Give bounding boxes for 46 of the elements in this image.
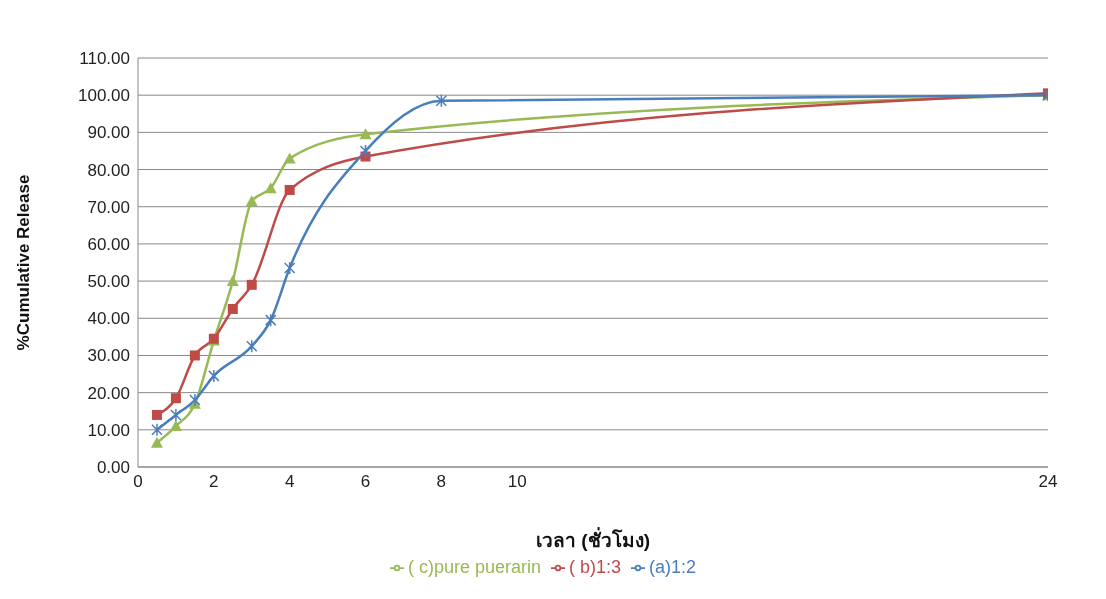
point bbox=[284, 185, 295, 195]
point bbox=[169, 420, 182, 432]
point bbox=[151, 423, 163, 437]
y-tick-label: 70.00 bbox=[87, 197, 130, 217]
point bbox=[189, 393, 201, 407]
y-tick-label: 100.00 bbox=[78, 86, 130, 106]
x-tick-label: 0 bbox=[133, 472, 143, 492]
point bbox=[246, 279, 257, 290]
point bbox=[435, 94, 448, 108]
y-axis-title: %Cumulative Release bbox=[14, 174, 34, 351]
point bbox=[151, 409, 162, 420]
y-tick-label: 40.00 bbox=[87, 309, 130, 329]
point bbox=[189, 350, 200, 361]
y-tick-label: 30.00 bbox=[87, 346, 130, 366]
y-tick-label: 20.00 bbox=[87, 383, 130, 403]
y-tick-label: 50.00 bbox=[87, 272, 130, 292]
point bbox=[359, 128, 372, 140]
point bbox=[208, 369, 220, 383]
y-tick-label: 90.00 bbox=[87, 123, 130, 143]
x-tick-label: 4 bbox=[284, 472, 295, 492]
point bbox=[359, 144, 372, 158]
point bbox=[150, 436, 163, 448]
point bbox=[264, 182, 277, 194]
x-tick-label: 6 bbox=[360, 472, 371, 492]
legend-label: (a)1:2 bbox=[649, 557, 697, 577]
point bbox=[170, 393, 181, 404]
point bbox=[283, 152, 296, 164]
y-tick-label: 110.00 bbox=[79, 49, 130, 69]
point bbox=[170, 408, 182, 422]
y-tick-label: 10.00 bbox=[87, 420, 130, 440]
x-axis-title: เวลา (ชั่วโมง) bbox=[536, 527, 650, 551]
point bbox=[283, 261, 296, 275]
x-tick-label: 10 bbox=[507, 472, 527, 492]
y-tick-label: 80.00 bbox=[87, 160, 130, 180]
point bbox=[245, 195, 258, 207]
x-tick-label: 24 bbox=[1038, 472, 1058, 492]
x-tick-label: 8 bbox=[436, 472, 447, 492]
x-tick-label: 2 bbox=[209, 472, 219, 492]
point bbox=[227, 303, 238, 314]
y-tick-label: 60.00 bbox=[87, 234, 130, 254]
point bbox=[264, 313, 277, 327]
legend-label: ( b)1:3 bbox=[569, 557, 622, 577]
point bbox=[226, 275, 239, 287]
y-tick-label: 0.00 bbox=[96, 458, 130, 478]
legend-label: ( c)pure puerarin bbox=[407, 557, 541, 577]
point bbox=[246, 339, 258, 353]
